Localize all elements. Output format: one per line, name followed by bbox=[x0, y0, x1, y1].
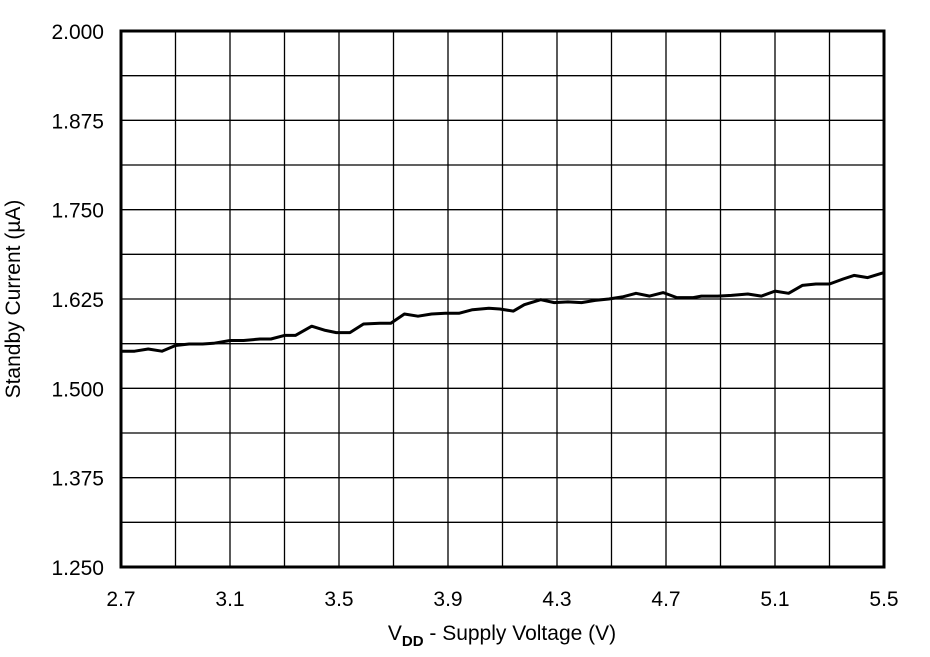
x-tick-label: 3.9 bbox=[433, 588, 462, 611]
x-axis-title-rest: - Supply Voltage (V) bbox=[424, 622, 617, 645]
x-tick-label: 2.7 bbox=[106, 588, 135, 611]
y-tick-label: 1.250 bbox=[51, 557, 104, 580]
x-tick-label: 3.1 bbox=[215, 588, 244, 611]
x-tick-label: 5.5 bbox=[869, 588, 898, 611]
y-tick-label: 1.750 bbox=[51, 200, 104, 223]
y-tick-label: 1.875 bbox=[51, 110, 104, 133]
x-axis-title-subscript: DD bbox=[402, 633, 424, 650]
y-axis-tick-labels: 1.250 1.375 1.500 1.625 1.750 1.875 2.000 bbox=[51, 21, 104, 580]
x-axis-title-main: V bbox=[388, 622, 402, 645]
y-tick-label: 1.375 bbox=[51, 468, 104, 491]
x-axis-tick-labels: 2.7 3.1 3.5 3.9 4.3 4.7 5.1 5.5 bbox=[106, 588, 898, 611]
data-series-line bbox=[121, 271, 885, 353]
y-tick-label: 1.625 bbox=[51, 289, 104, 312]
x-tick-label: 3.5 bbox=[324, 588, 353, 611]
y-axis-title: Standby Current (µA) bbox=[2, 200, 25, 399]
y-tick-label: 2.000 bbox=[51, 21, 104, 44]
x-axis-title: VDD - Supply Voltage (V) bbox=[388, 622, 616, 650]
grid-lines bbox=[121, 31, 884, 567]
x-tick-label: 4.7 bbox=[651, 588, 680, 611]
x-tick-label: 4.3 bbox=[542, 588, 571, 611]
plot-area-frame bbox=[119, 29, 886, 569]
y-tick-label: 1.500 bbox=[51, 378, 104, 401]
x-tick-label: 5.1 bbox=[760, 588, 789, 611]
